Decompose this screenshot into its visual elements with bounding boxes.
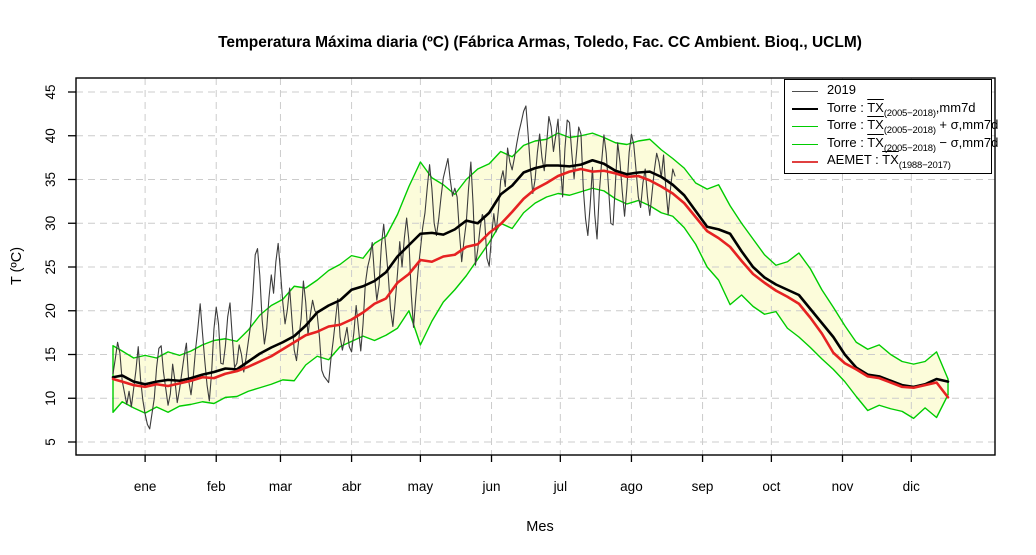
x-tick-label: feb — [207, 479, 226, 494]
x-tick-label: ago — [620, 479, 643, 494]
legend-item-label: Torre : TX(2005−2018) − σ,mm7d — [827, 134, 999, 154]
y-tick-label: 25 — [43, 259, 58, 274]
y-tick-label: 30 — [43, 216, 58, 231]
x-tick-label: jun — [482, 479, 501, 494]
legend-item-label: Torre : TX(2005−2018),mm7d — [827, 99, 976, 119]
y-axis-label: T (ºC) — [9, 247, 25, 285]
legend-item-label: Torre : TX(2005−2018) + σ,mm7d — [827, 117, 999, 137]
legend-item-torre-plus-sigma: Torre : TX(2005−2018) + σ,mm7d — [785, 118, 998, 136]
x-tick-label: sep — [692, 479, 714, 494]
x-tick-label: mar — [269, 479, 293, 494]
x-tick-label: abr — [342, 479, 362, 494]
series-line-sigma_lower — [112, 187, 949, 420]
x-axis-label: Mes — [526, 519, 553, 535]
x-tick-label: oct — [762, 479, 780, 494]
tick-labels-layer: ene feb mar abr may jun jul ago sep oct nov dic 5 10 1… — [43, 84, 920, 494]
y-tick-label: 45 — [43, 84, 58, 99]
legend-item-label: 2019 — [827, 82, 856, 98]
y-tick-label: 35 — [43, 172, 58, 187]
legend-line-sample — [792, 126, 818, 128]
y-tick-label: 10 — [43, 391, 58, 406]
legend-item-torre-mean: Torre : TX(2005−2018),mm7d — [785, 101, 991, 119]
legend-line-sample — [792, 91, 818, 93]
y-tick-label: 15 — [43, 347, 58, 362]
chart-title: Temperatura Máxima diaria (ºC) (Fábrica … — [218, 34, 862, 51]
x-tick-label: dic — [903, 479, 921, 494]
x-tick-label: may — [408, 479, 434, 494]
sigma-band — [113, 133, 949, 419]
legend: 2019 Torre : TX(2005−2018),mm7d Torre : … — [784, 79, 998, 174]
y-tick-label: 5 — [43, 438, 58, 446]
x-tick-label: nov — [832, 479, 854, 494]
x-tick-label: ene — [134, 479, 157, 494]
series-line-aemet — [111, 167, 950, 399]
y-tick-label: 20 — [43, 303, 58, 318]
sigma-band-layer — [113, 133, 949, 419]
series-lines-layer — [111, 105, 950, 430]
legend-item-torre-minus-sigma: Torre : TX(2005−2018) − σ,mm7d — [785, 136, 998, 154]
legend-item-aemet: AEMET : TX(1988−2017) — [785, 153, 991, 171]
axis-ticks-layer — [68, 91, 912, 462]
legend-item-label: AEMET : TX(1988−2017) — [827, 152, 951, 172]
series-line-torre_mean — [111, 158, 950, 389]
legend-line-sample — [792, 144, 818, 146]
y-tick-label: 40 — [43, 128, 58, 143]
legend-line-sample — [792, 108, 818, 111]
x-tick-label: jul — [553, 479, 568, 494]
legend-line-sample — [792, 161, 818, 164]
legend-item-2019: 2019 — [785, 83, 991, 101]
